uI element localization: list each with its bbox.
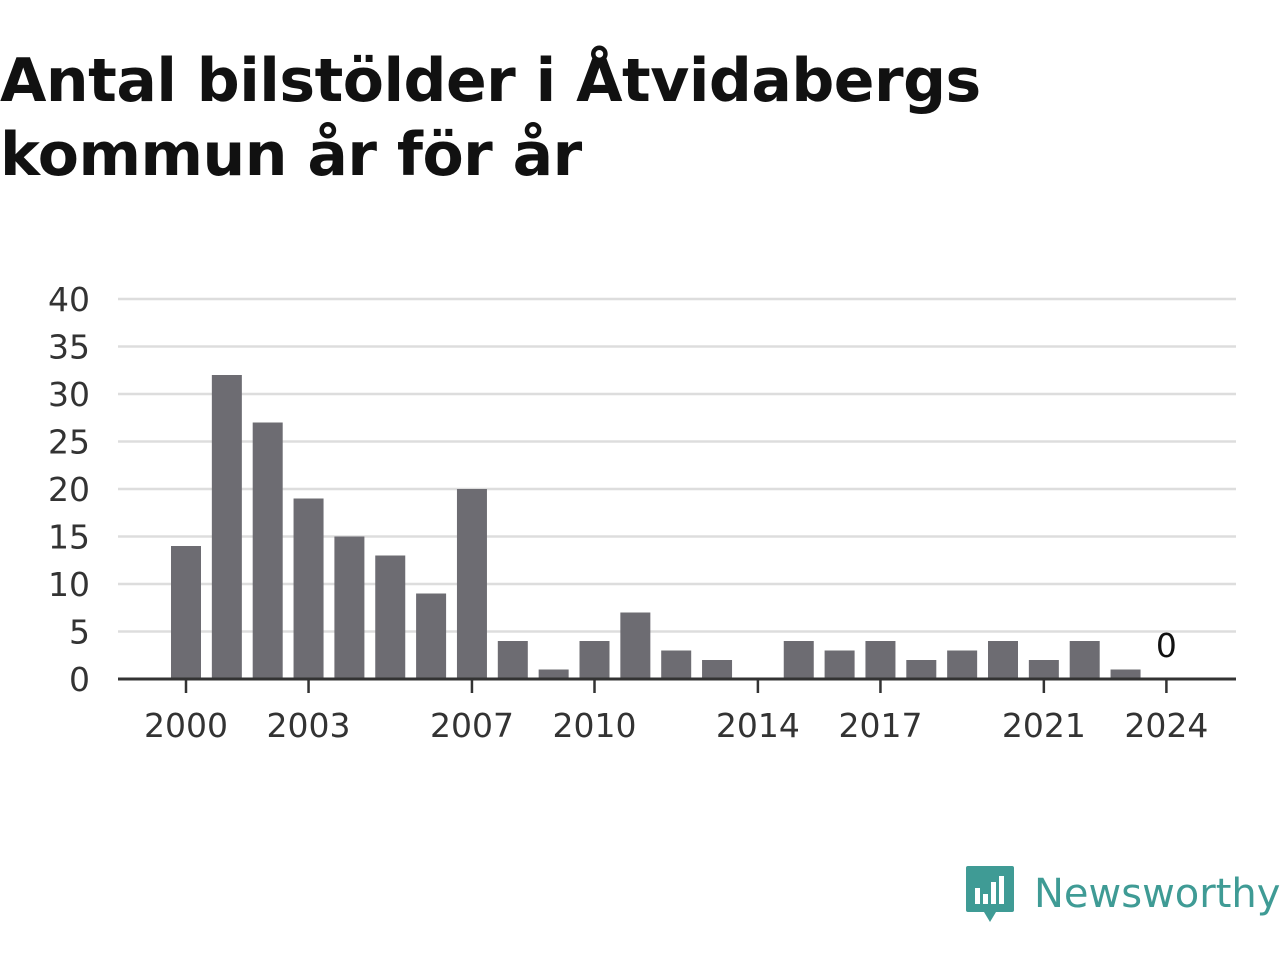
bar-2010 (579, 641, 610, 679)
bar-2023 (1110, 669, 1141, 679)
newsworthy-logo-icon (966, 866, 1014, 922)
bar-2012 (661, 650, 692, 679)
y-tick-label: 25 (48, 423, 90, 462)
bar-2009 (538, 669, 569, 679)
y-tick-label: 35 (48, 328, 90, 367)
x-tick-label: 2010 (553, 706, 637, 745)
bar-2015 (783, 641, 814, 679)
bar-2002 (252, 422, 283, 679)
data-labels: 0 (1156, 626, 1177, 665)
bar-2021 (1028, 660, 1059, 679)
x-tick-label: 2024 (1124, 706, 1208, 745)
bars (171, 375, 1141, 679)
bar-2004 (334, 536, 365, 679)
bar-2007 (456, 489, 487, 679)
x-tick-label: 2021 (1002, 706, 1086, 745)
y-tick-label: 15 (48, 518, 90, 557)
x-tick-label: 2007 (430, 706, 514, 745)
gridlines (118, 297, 1236, 633)
bar-2022 (1069, 641, 1100, 679)
bar-2005 (375, 555, 406, 679)
brand-name: Newsworthy (1034, 871, 1280, 917)
x-tick-label: 2000 (144, 706, 228, 745)
bar-2019 (947, 650, 978, 679)
bar-2001 (211, 375, 242, 679)
y-axis-ticks: 0 5 10 15 20 25 30 35 40 (48, 280, 90, 699)
x-tick-label: 2014 (716, 706, 800, 745)
bar-2020 (988, 641, 1018, 679)
y-tick-label: 40 (48, 280, 90, 319)
y-tick-label: 5 (69, 613, 90, 652)
y-tick-label: 30 (48, 375, 90, 414)
y-tick-label: 10 (48, 565, 90, 604)
brand-logo: Newsworthy (964, 864, 1280, 924)
x-tick-label: 2003 (267, 706, 351, 745)
y-tick-label: 20 (48, 470, 90, 509)
bar-2017 (865, 641, 896, 679)
x-axis-ticks: 2000 2003 2007 2010 2014 2017 2021 2024 (144, 679, 1208, 745)
bar-2013 (702, 660, 733, 679)
bar-2011 (620, 612, 651, 679)
bar-2018 (906, 660, 937, 679)
bar-2008 (497, 641, 528, 679)
bar-2016 (824, 650, 855, 679)
chart-title: Antal bilstölder i Åtvidabergs kommun år… (0, 46, 981, 190)
bar-2000 (171, 546, 201, 679)
data-label: 0 (1156, 626, 1177, 665)
bar-2003 (293, 498, 324, 679)
bar-2006 (416, 593, 447, 679)
y-tick-label: 0 (69, 660, 90, 699)
x-tick-label: 2017 (838, 706, 922, 745)
